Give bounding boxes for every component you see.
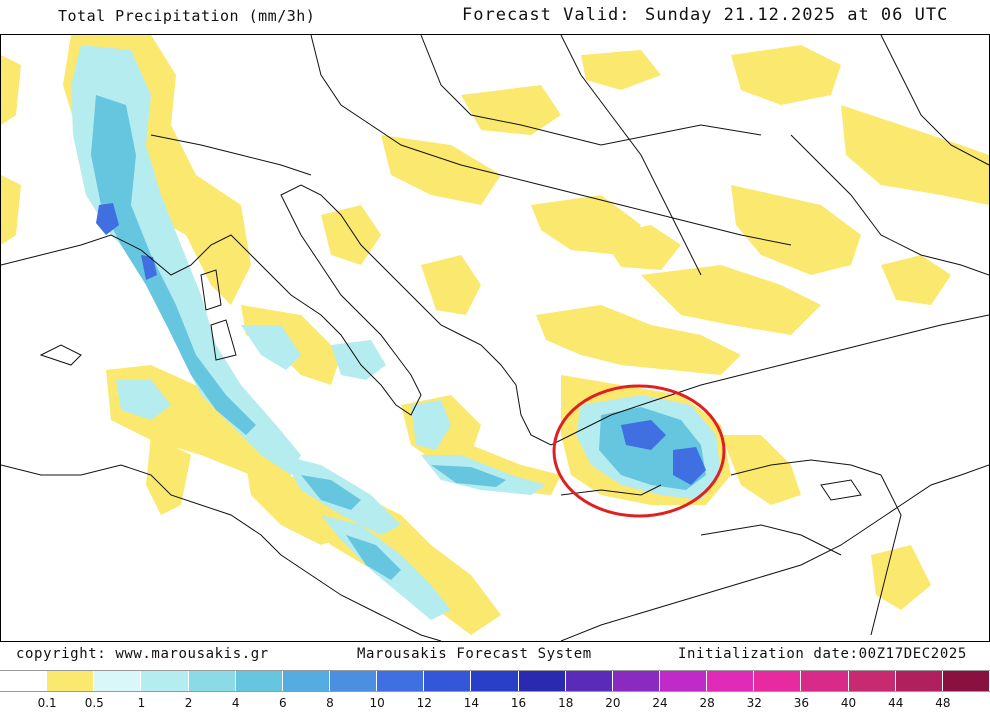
legend-swatch <box>942 671 990 691</box>
legend-label: 14 <box>463 696 480 710</box>
legend-swatch <box>282 671 330 691</box>
system-name: Marousakis Forecast System <box>357 646 592 662</box>
header-bar: Total Precipitation (mm/3h) Forecast Val… <box>0 0 990 34</box>
legend-label: 4 <box>231 696 240 710</box>
precipitation-map <box>0 34 990 642</box>
initialization-date: Initialization date:00Z17DEC2025 <box>678 646 967 662</box>
legend-label: 6 <box>279 696 287 710</box>
legend-label: 32 <box>746 696 762 710</box>
legend-swatch <box>235 671 283 691</box>
legend-swatch <box>188 671 236 691</box>
legend-label: 0.5 <box>84 696 104 710</box>
color-legend-labels: 0.1 0.5 1 2 4 6 8 10 12 14 16 18 20 24 28 32 36 40 44 48 <box>0 694 990 714</box>
legend-label: 8 <box>326 696 334 710</box>
highlight-ellipse <box>552 384 726 518</box>
legend-label: 2 <box>184 696 193 710</box>
legend-label: 44 <box>888 696 904 710</box>
legend-swatch <box>895 671 943 691</box>
legend-swatch <box>141 671 189 691</box>
legend-label: 20 <box>605 696 621 710</box>
legend-label: 48 <box>935 696 951 710</box>
legend-label: 1 <box>137 696 146 710</box>
map-canvas <box>1 35 989 641</box>
legend-swatch <box>801 671 849 691</box>
forecast-valid-date: Sunday 21.12.2025 at 06 UTC <box>645 5 949 25</box>
legend-swatch <box>0 671 48 691</box>
map-title: Total Precipitation (mm/3h) <box>58 7 316 25</box>
legend-swatch <box>707 671 755 691</box>
legend-swatch <box>471 671 519 691</box>
legend-label: 12 <box>416 696 432 710</box>
legend-label: 36 <box>793 696 810 710</box>
copyright-text: copyright: www.marousakis.gr <box>16 646 269 662</box>
legend-label: 16 <box>510 696 527 710</box>
legend-swatch <box>612 671 660 691</box>
legend-label: 28 <box>699 696 715 710</box>
color-legend <box>0 670 990 692</box>
forecast-valid-label: Forecast Valid: <box>462 5 631 25</box>
precip-intense-areas <box>96 203 706 485</box>
legend-label: 40 <box>840 696 857 710</box>
legend-swatch <box>848 671 896 691</box>
legend-swatch <box>659 671 708 691</box>
legend-label: 0.1 <box>37 696 57 710</box>
legend-swatch <box>518 671 566 691</box>
legend-swatch <box>329 671 378 691</box>
footer-bar: copyright: www.marousakis.gr Marousakis … <box>0 643 990 667</box>
legend-swatch <box>424 671 472 691</box>
legend-swatch <box>47 671 95 691</box>
legend-label: 10 <box>369 696 385 710</box>
coastlines <box>1 35 989 641</box>
legend-swatch <box>94 671 142 691</box>
legend-label: 18 <box>558 696 574 710</box>
legend-swatch <box>754 671 802 691</box>
legend-label: 24 <box>652 696 668 710</box>
legend-swatch <box>565 671 613 691</box>
legend-swatch <box>377 671 425 691</box>
